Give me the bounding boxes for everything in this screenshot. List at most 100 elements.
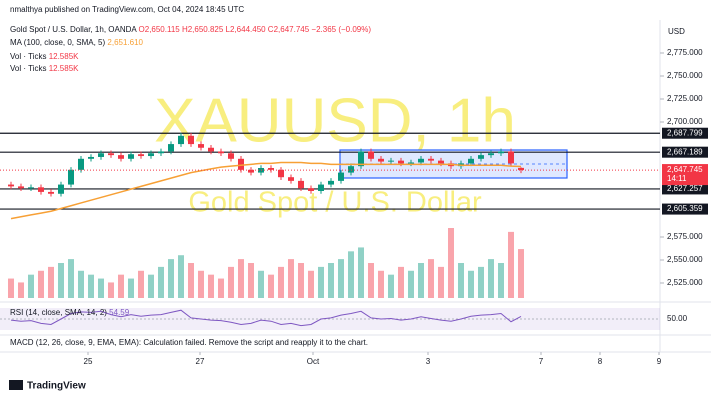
volume-bar (308, 270, 314, 298)
ma-line (10, 161, 522, 220)
volume-bar (278, 266, 284, 298)
candle-body (468, 158, 474, 164)
volume-bar (58, 263, 64, 298)
volume-bar (498, 263, 504, 298)
volume-bar (268, 274, 274, 298)
candle-body (358, 151, 364, 167)
volume-bar (68, 259, 74, 298)
x-tick-label: 25 (84, 357, 93, 366)
rsi-tick-label: 50.00 (667, 314, 688, 323)
volume-bar (198, 270, 204, 298)
volume-bar (78, 270, 84, 298)
volume-bar (508, 231, 514, 298)
volume-bar (88, 274, 94, 298)
level-label: 2,627.257 (667, 184, 703, 193)
candle-body (508, 151, 514, 164)
volume-bar (428, 259, 434, 298)
volume-bar (188, 263, 194, 298)
volume-bar (258, 270, 264, 298)
candle-body (158, 151, 164, 154)
candle-body (208, 147, 214, 152)
candle-body (278, 169, 284, 178)
volume-bar (168, 259, 174, 298)
level-label-bg (662, 203, 708, 215)
candle-body (98, 153, 104, 157)
volume-bar (178, 255, 184, 298)
candle-body (188, 135, 194, 145)
x-tick-label: 9 (657, 357, 662, 366)
volume-bar (228, 266, 234, 298)
volume-bar (28, 274, 34, 298)
candle-body (298, 180, 304, 189)
candle-body (428, 158, 434, 161)
candle-body (28, 187, 34, 189)
volume-bar (208, 274, 214, 298)
volume-bar (8, 278, 14, 298)
candle-body (118, 155, 124, 159)
volume-bar (298, 263, 304, 298)
volume-bar (288, 259, 294, 298)
legend-symbol: Gold Spot / U.S. Dollar, 1h, OANDA O2,65… (10, 25, 371, 34)
legend-ma: MA (100, close, 0, SMA, 5) 2,651.610 (10, 38, 144, 47)
candle-body (378, 158, 384, 162)
level-label: 2,605.359 (667, 204, 703, 213)
volume-bar (138, 270, 144, 298)
candle-body (348, 166, 354, 173)
volume-bar (318, 266, 324, 298)
volume-bar (248, 263, 254, 298)
candle-body (438, 160, 444, 164)
x-tick-label: 3 (426, 357, 431, 366)
ma-value: 2,651.610 (107, 38, 143, 47)
candle-body (308, 188, 314, 191)
currency: USD (668, 27, 685, 36)
ma-label: MA (100, close, 0, SMA, 5) (10, 38, 105, 47)
volume-bar (368, 263, 374, 298)
volume-bar (378, 270, 384, 298)
legend-rsi: RSI (14, close, SMA, 14, 2) 54.59 (10, 308, 130, 317)
candle-body (328, 180, 334, 185)
candle-body (248, 169, 254, 173)
volume-bar (148, 274, 154, 298)
volume-bar (338, 259, 344, 298)
x-tick-label: 27 (196, 357, 205, 366)
y-tick-label: 2,725.000 (667, 94, 703, 103)
volume-bar (438, 266, 444, 298)
volume-bar (448, 228, 454, 298)
rsi-line (10, 309, 522, 327)
volume-bar (488, 259, 494, 298)
candle-body (218, 151, 224, 154)
last-price-bg (662, 164, 708, 186)
legend-vol: Vol · Ticks 12.585K (10, 64, 79, 73)
candle-body (198, 144, 204, 148)
volume-bar (118, 274, 124, 298)
legend-vol: Vol · Ticks 12.585K (10, 52, 79, 61)
candle-body (148, 153, 154, 157)
legend-macd: MACD (12, 26, close, 9, EMA, EMA): Calcu… (10, 338, 368, 347)
ohlc: O2,650.115 H2,650.825 L2,644.450 C2,647.… (139, 25, 372, 34)
y-tick-label: 2,750.000 (667, 71, 703, 80)
volume-bar (458, 263, 464, 298)
y-tick-label: 2,700.000 (667, 117, 703, 126)
candle-body (138, 154, 144, 157)
candle-body (418, 158, 424, 163)
legend: Gold Spot / U.S. Dollar, 1h, OANDA O2,65… (10, 25, 371, 347)
x-tick-label: 7 (539, 357, 544, 366)
brand: TradingView (27, 381, 86, 392)
volume-bar (218, 278, 224, 298)
publisher: nmalthya published on TradingView.com, O… (10, 5, 244, 14)
volume-bar (358, 247, 364, 298)
volume-bar (108, 282, 114, 298)
candle-body (488, 153, 494, 156)
volume-bar (408, 270, 414, 298)
candle-body (88, 156, 94, 159)
last-price-label: 2,647.745 (667, 165, 703, 174)
volume-bar (348, 251, 354, 298)
candle-body (58, 184, 64, 194)
candle-body (498, 151, 504, 154)
y-tick-label: 2,575.000 (667, 232, 703, 241)
x-tick-label: Oct (307, 357, 320, 366)
volume-bar (128, 278, 134, 298)
candle-body (228, 153, 234, 159)
level-label-bg (662, 127, 708, 139)
